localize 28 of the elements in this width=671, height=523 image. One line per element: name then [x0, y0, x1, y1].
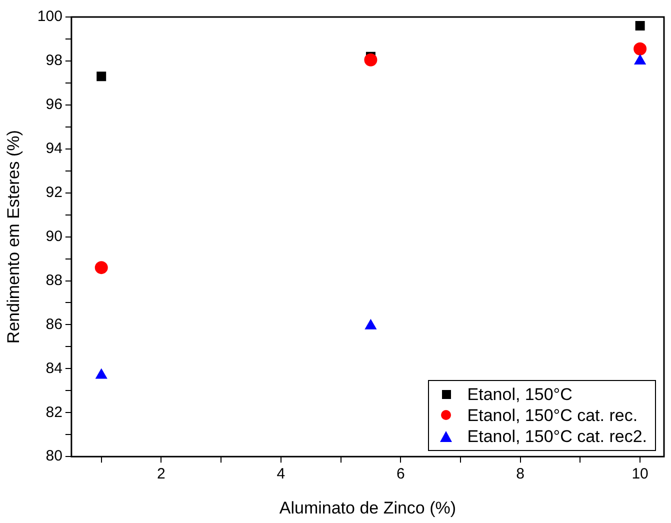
x-axis-title: Aluminato de Zinco (%)	[279, 498, 456, 518]
y-tick-label: 82	[46, 404, 62, 421]
y-tick-label: 88	[46, 272, 62, 289]
y-axis-title: Rendimento em Esteres (%)	[4, 130, 23, 344]
point	[364, 53, 378, 66]
y-tick-label: 100	[37, 8, 62, 26]
point	[96, 72, 106, 82]
x-tick-label: 4	[276, 466, 286, 483]
point	[635, 21, 645, 31]
point	[94, 261, 108, 274]
legend-label: Etanol, 150°C cat. rec.	[467, 404, 638, 426]
y-tick-label: 84	[46, 360, 62, 377]
x-tick-label: 6	[396, 466, 405, 483]
y-tick-label: 98	[46, 52, 62, 70]
x-tick-label: 8	[516, 466, 525, 483]
y-tick-label: 90	[46, 228, 62, 245]
legend-label: Etanol, 150°C	[467, 384, 572, 405]
x-tick-label: 2	[157, 466, 166, 483]
point	[634, 42, 647, 56]
y-tick-label: 96	[46, 96, 62, 114]
y-tick-label: 80	[46, 448, 62, 465]
y-tick-label: 94	[46, 140, 62, 158]
point	[365, 319, 376, 330]
y-tick-label: 92	[46, 184, 62, 201]
x-tick-label: 10	[632, 466, 648, 483]
legend-label: Etanol, 150°C cat. rec2.	[467, 426, 647, 447]
y-tick-label: 86	[46, 316, 62, 333]
point	[96, 368, 108, 379]
